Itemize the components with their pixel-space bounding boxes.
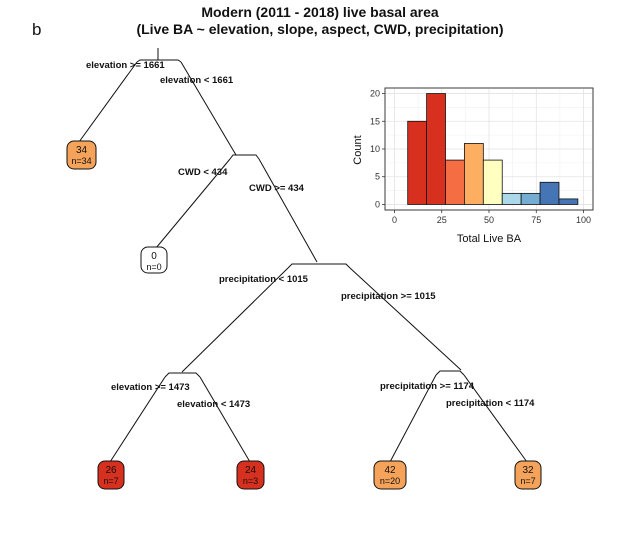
split-label: elevation < 1661 xyxy=(160,75,234,86)
leaf-node: 32 n=7 xyxy=(514,460,542,490)
leaf-box xyxy=(140,246,168,274)
leaf-count: n=3 xyxy=(243,476,258,486)
figure-title-line2: (Live BA ~ elevation, slope, aspect, CWD… xyxy=(136,21,504,37)
leaf-box xyxy=(514,460,542,490)
histogram-bar xyxy=(407,120,428,205)
tree-edge xyxy=(463,374,528,463)
split-label: elevation < 1473 xyxy=(177,399,250,410)
tree-edge xyxy=(349,267,462,371)
leaf-box xyxy=(373,460,407,490)
tree-edge xyxy=(136,59,182,63)
y-tick-label: 5 xyxy=(375,172,380,182)
leaf-node: 24 n=3 xyxy=(236,460,265,490)
tree-edge xyxy=(181,267,289,373)
split-label: elevation >= 1473 xyxy=(111,382,190,393)
panel-letter: b xyxy=(32,20,42,39)
leaf-node: 34 n=34 xyxy=(66,140,97,170)
leaf-node: 26 n=7 xyxy=(97,460,125,490)
split-label: precipitation < 1174 xyxy=(446,398,535,409)
tree-edge xyxy=(155,158,231,249)
leaf-count: n=7 xyxy=(520,476,535,486)
split-label: CWD < 434 xyxy=(178,167,228,178)
axis-ticks: 0 25 50 75 100 0 5 10 15 20 xyxy=(370,89,591,225)
y-tick-label: 0 xyxy=(375,199,380,209)
split-label: precipitation >= 1015 xyxy=(341,291,436,302)
leaf-box xyxy=(236,460,265,490)
leaf-value: 24 xyxy=(245,465,257,476)
leaf-node: 0 n=0 xyxy=(140,246,168,274)
tree-edge xyxy=(78,61,138,143)
y-tick-label: 15 xyxy=(370,116,380,126)
tree-edge xyxy=(164,372,201,378)
leaf-value: 34 xyxy=(76,145,88,156)
y-axis-label: Count xyxy=(352,135,364,164)
leaf-node: 42 n=20 xyxy=(373,460,407,490)
x-tick-label: 25 xyxy=(437,215,447,225)
leaf-count: n=20 xyxy=(380,476,400,486)
histogram-bar xyxy=(426,93,446,205)
x-tick-label: 0 xyxy=(392,215,397,225)
leaf-value: 26 xyxy=(105,465,117,476)
split-label: elevation >= 1661 xyxy=(86,60,165,71)
tree-edge xyxy=(258,158,318,263)
tree-edge xyxy=(389,374,437,463)
tree-edge xyxy=(180,61,237,156)
leaf-box xyxy=(66,140,97,170)
histogram-bars xyxy=(407,93,579,205)
histogram-bar xyxy=(501,192,522,205)
leaf-box xyxy=(97,460,125,490)
leaf-value: 0 xyxy=(151,251,157,262)
histogram-bar xyxy=(464,143,484,205)
y-tick-label: 20 xyxy=(370,89,380,99)
histogram-bar xyxy=(558,198,579,205)
histogram-bar xyxy=(539,181,560,205)
leaf-value: 42 xyxy=(384,465,396,476)
tree-edge xyxy=(287,263,351,269)
leaf-count: n=0 xyxy=(146,262,161,272)
y-tick-label: 10 xyxy=(370,144,380,154)
x-axis-label: Total Live BA xyxy=(457,233,522,245)
leaf-value: 32 xyxy=(522,465,534,476)
tree-edge xyxy=(199,376,251,463)
split-label: CWD >= 434 xyxy=(249,183,305,194)
leaf-count: n=34 xyxy=(71,156,91,166)
split-label: precipitation < 1015 xyxy=(219,274,309,285)
leaf-count: n=7 xyxy=(103,476,118,486)
split-label: precipitation >= 1174 xyxy=(380,381,475,392)
histogram-bar xyxy=(445,159,465,205)
tree-edge xyxy=(109,376,166,463)
tree-edge xyxy=(435,370,465,376)
x-tick-label: 50 xyxy=(484,215,494,225)
x-tick-label: 100 xyxy=(576,215,591,225)
x-tick-label: 75 xyxy=(531,215,541,225)
figure-title-line1: Modern (2011 - 2018) live basal area xyxy=(201,4,439,20)
histogram-bar xyxy=(520,192,541,205)
tree-edge xyxy=(229,154,260,160)
histogram-bar xyxy=(482,159,503,205)
